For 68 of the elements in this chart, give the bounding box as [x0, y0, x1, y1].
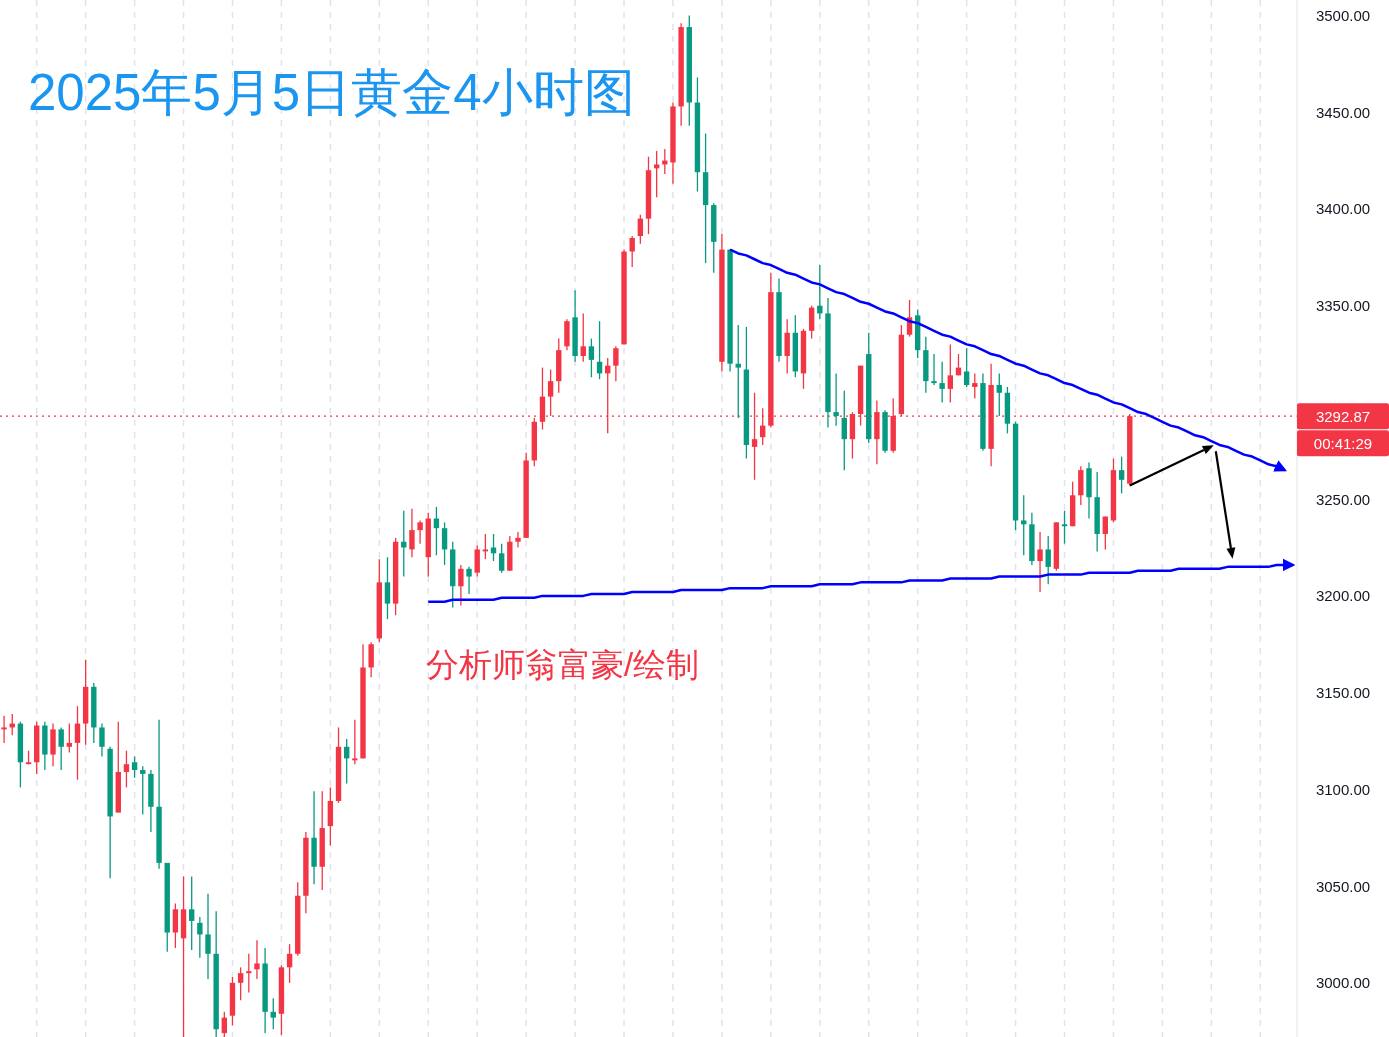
candlestick: [498, 543, 505, 574]
candlestick: [131, 755, 138, 779]
candlestick: [254, 939, 260, 980]
y-tick-label: 3050.00: [1315, 877, 1371, 895]
candlestick: [466, 566, 472, 595]
candlestick: [996, 372, 1002, 417]
candlestick: [547, 368, 554, 417]
candlestick: [939, 361, 945, 404]
candlestick: [515, 531, 521, 549]
candlestick: [1061, 510, 1068, 545]
y-tick-label: 3500.00: [1315, 6, 1371, 24]
candlestick: [417, 519, 423, 545]
candlestick: [637, 214, 644, 245]
candlestick: [1045, 535, 1051, 585]
candlestick: [270, 997, 276, 1030]
candlestick: [368, 641, 374, 678]
candlestick: [735, 324, 741, 419]
y-tick-label: 3450.00: [1315, 103, 1371, 121]
candlestick: [189, 875, 195, 951]
candlestick: [401, 510, 407, 578]
y-tick-label: 3400.00: [1315, 200, 1371, 218]
candlestick: [972, 372, 978, 400]
candlestick: [947, 343, 954, 404]
candlestick: [580, 312, 586, 363]
y-tick-label: 3150.00: [1315, 684, 1371, 702]
candlestick: [384, 556, 391, 620]
y-tick-label: 3350.00: [1315, 297, 1371, 315]
candlestick: [653, 150, 660, 198]
y-tick-label: 3250.00: [1315, 490, 1371, 508]
candlestick: [458, 564, 464, 607]
candlestick: [123, 750, 130, 789]
candlestick: [1021, 494, 1027, 556]
candlestick: [140, 765, 146, 816]
candlestick: [1037, 531, 1043, 593]
candlestick: [352, 719, 358, 765]
candlestick: [58, 726, 64, 771]
candlestick: [99, 722, 105, 758]
candlestick: [1118, 455, 1125, 494]
candlestick: [409, 508, 415, 558]
y-tick-label: 3200.00: [1315, 587, 1371, 605]
candlestick: [963, 347, 970, 388]
ref-line-label: 3292.87: [1315, 407, 1371, 425]
candlestick: [808, 305, 815, 340]
text: 00:41:29: [1313, 434, 1373, 452]
candlestick: [1102, 515, 1108, 551]
candlestick: [833, 372, 839, 427]
candlestick: [66, 722, 73, 754]
candlestick: [474, 544, 480, 578]
candlestick: [172, 902, 179, 949]
candlestick: [931, 353, 937, 386]
text: 2025年5月5日黄金4小时图: [28, 64, 635, 121]
candlestick: [237, 966, 244, 1001]
candlestick: [441, 521, 448, 566]
candlestick: [197, 916, 203, 959]
y-tick-label: 3100.00: [1315, 780, 1371, 798]
candlestick: [588, 337, 595, 378]
y-tick-label: 3000.00: [1315, 974, 1371, 992]
candlestick: [613, 345, 619, 382]
candlestick: [841, 390, 847, 471]
candlestick: [221, 1011, 228, 1037]
candlestick: [482, 533, 489, 560]
candlestick: [74, 705, 81, 781]
annotation: 分析师翁富豪/绘制: [426, 646, 700, 683]
candlestick: [1, 715, 7, 744]
candlestick: [246, 953, 252, 994]
candlestick: [784, 318, 790, 375]
candlestick: [205, 893, 211, 980]
candlestick: [629, 235, 635, 268]
